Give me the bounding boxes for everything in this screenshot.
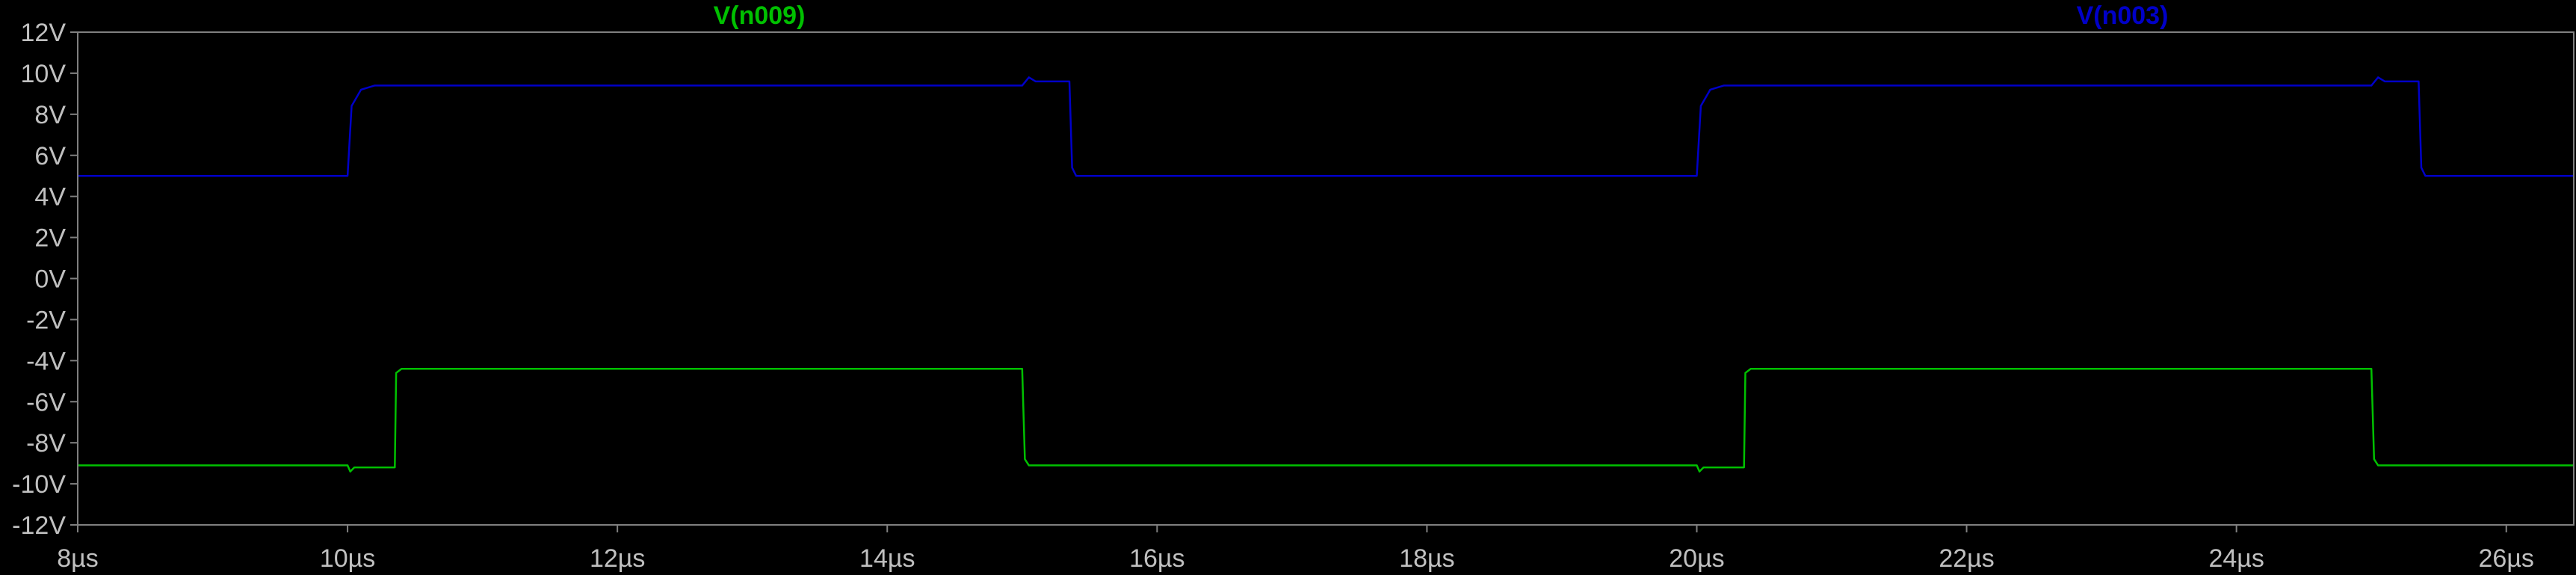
y-tick-label: 8V	[34, 101, 66, 129]
x-tick-label: 26µs	[2479, 544, 2534, 573]
x-axis: 8µs 10µs 12µs 14µs 16µs 18µs 20µs 22µs 24µs 26µs	[57, 525, 2534, 573]
y-tick-label: -8V	[26, 429, 66, 458]
x-tick-label: 22µs	[1939, 544, 1994, 573]
y-axis: 12V 10V 8V 6V 4V 2V 0V -2V -4V -6V -8V -10V -12V	[12, 19, 78, 540]
x-tick-label: 10µs	[320, 544, 375, 573]
y-tick-label: -12V	[12, 511, 66, 540]
x-tick-label: 18µs	[1399, 544, 1454, 573]
y-tick-label: 12V	[21, 19, 67, 47]
x-tick-label: 20µs	[1669, 544, 1724, 573]
y-tick-label: -10V	[12, 470, 66, 499]
x-tick-label: 8µs	[57, 544, 99, 573]
series-title: V(n009)	[714, 1, 806, 30]
series-line	[78, 368, 2574, 473]
y-tick-label: 0V	[34, 265, 66, 294]
x-tick-label: 24µs	[2208, 544, 2264, 573]
legend: V(n009) V(n003)	[714, 1, 2169, 30]
x-tick-label: 16µs	[1129, 544, 1184, 573]
y-tick-label: 4V	[34, 183, 66, 212]
y-tick-label: 6V	[34, 142, 66, 170]
series-line	[78, 76, 2574, 177]
y-tick-label: 10V	[21, 60, 67, 88]
y-tick-label: -2V	[26, 306, 66, 334]
series-title: V(n003)	[2077, 1, 2169, 30]
x-tick-label: 12µs	[590, 544, 645, 573]
y-tick-label: 2V	[34, 224, 66, 253]
x-tick-label: 14µs	[859, 544, 915, 573]
y-tick-label: -4V	[26, 347, 66, 375]
series-layer	[78, 76, 2574, 473]
y-tick-label: -6V	[26, 388, 66, 416]
